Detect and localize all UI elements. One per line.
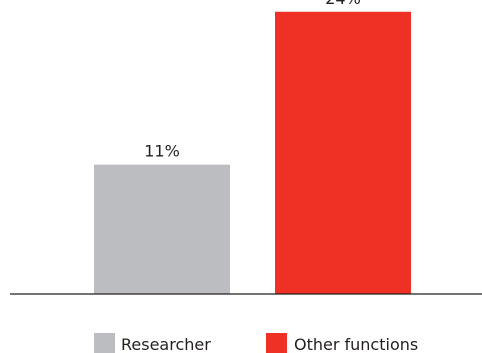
value-label-researcher: 11% [144, 142, 180, 161]
bar-other-functions [275, 11, 411, 294]
value-label-other-functions: 24% [325, 0, 361, 8]
bar-researcher [94, 164, 230, 294]
legend-label-other-functions: Other functions [294, 335, 418, 353]
legend-label-researcher: Researcher [121, 335, 211, 353]
legend-swatch-other-functions [266, 333, 287, 353]
legend: Researcher Other functions [94, 333, 418, 353]
value-labels-layer: 11% 24% [144, 0, 361, 161]
legend-swatch-researcher [94, 333, 115, 353]
bars-layer [94, 11, 411, 294]
